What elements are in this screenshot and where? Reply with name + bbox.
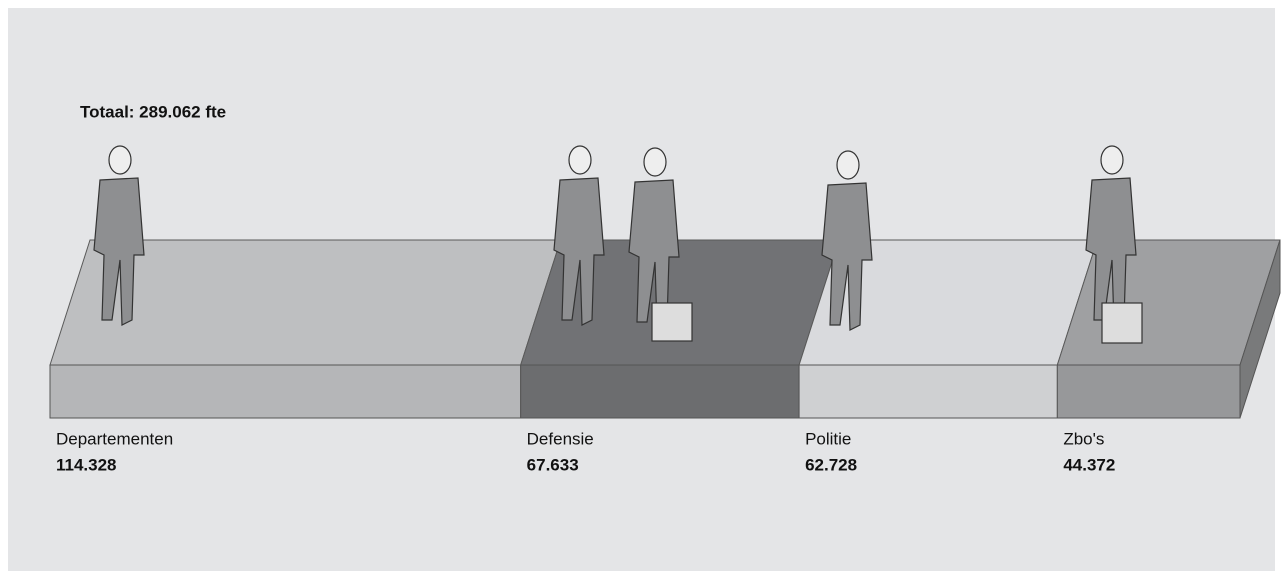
value-label: 114.328 <box>56 455 117 474</box>
bar-front <box>1056 364 1241 419</box>
briefcase <box>1101 302 1143 344</box>
figure-body <box>821 182 873 331</box>
bar-front <box>49 364 522 419</box>
figure-body <box>553 177 605 326</box>
figure-body <box>93 177 145 326</box>
bar-side <box>1239 239 1281 419</box>
figure-body <box>628 179 680 328</box>
value-label: 67.633 <box>527 455 579 474</box>
category-label: Departementen <box>56 429 173 448</box>
figure-head <box>1100 145 1124 175</box>
briefcase <box>651 302 693 342</box>
figure-head <box>108 145 132 175</box>
figures <box>93 145 1143 344</box>
chart-title: Totaal: 289.062 fte <box>80 102 226 121</box>
value-label: 62.728 <box>805 455 857 474</box>
figure-head <box>643 147 667 177</box>
figure-body <box>1085 177 1137 326</box>
category-label: Defensie <box>527 429 594 448</box>
value-label: 44.372 <box>1063 455 1115 474</box>
bar-front <box>798 364 1058 419</box>
figure-head <box>568 145 592 175</box>
figure-head <box>836 150 860 180</box>
category-label: Politie <box>805 429 851 448</box>
bar-front <box>520 364 800 419</box>
category-label: Zbo's <box>1063 429 1104 448</box>
